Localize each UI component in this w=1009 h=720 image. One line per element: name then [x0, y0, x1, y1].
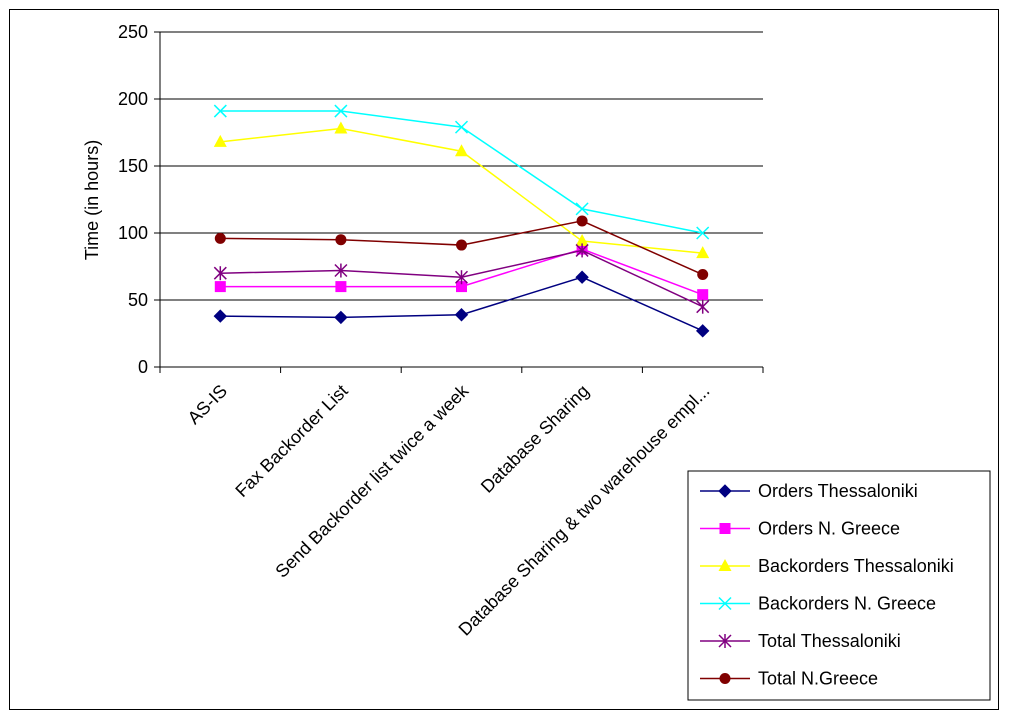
- chart-frame: 0 50 100 150 200 250 AS-IS Fax Backorder List Se…: [9, 9, 999, 710]
- x-tick-label: Fax Backorder List: [231, 381, 351, 501]
- data-point: [696, 299, 710, 314]
- x-tick-label: Database Sharing: [477, 381, 593, 497]
- axes: 0 50 100 150 200 250 AS-IS Fax Backorder ListSe…: [118, 22, 764, 640]
- series-backorders-n-greece: [213, 104, 710, 240]
- legend: Orders Thessaloniki Orders N. Greece Backo…: [687, 470, 991, 701]
- y-tick-label: 0: [138, 357, 148, 377]
- data-point: [214, 281, 226, 293]
- legend-label: Total Thessaloniki: [758, 631, 901, 651]
- y-tick-label: 150: [118, 156, 148, 176]
- gridlines: [160, 31, 763, 301]
- y-tick-label: 50: [128, 290, 148, 310]
- data-point: [456, 281, 467, 293]
- y-tick-label: 200: [118, 89, 148, 109]
- x-tick-label: Database Sharing & two warehouse empl...: [455, 381, 714, 640]
- legend-label: Backorders Thessaloniki: [758, 556, 954, 576]
- legend-label: Backorders N. Greece: [758, 594, 936, 614]
- line-chart: 0 50 100 150 200 250 AS-IS Fax Backorder ListSe…: [82, 22, 991, 701]
- y-tick-label: 250: [118, 22, 148, 42]
- data-point: [456, 239, 467, 251]
- data-point: [455, 144, 468, 157]
- data-point: [214, 232, 226, 244]
- data-point: [334, 121, 348, 134]
- data-point: [697, 289, 709, 301]
- data-point: [718, 596, 732, 611]
- x-tick-label: AS-IS: [184, 381, 231, 428]
- legend-item: Total Thessaloniki: [700, 631, 901, 651]
- data-point: [575, 234, 589, 247]
- series-total-n-greece: [214, 215, 709, 281]
- data-point: [334, 104, 348, 118]
- data-point: [335, 281, 347, 293]
- series-orders-thessaloniki: [213, 270, 710, 338]
- data-point: [213, 134, 227, 147]
- series-lines: [213, 104, 710, 338]
- data-point: [575, 243, 589, 258]
- series-total-thessaloniki: [213, 243, 710, 314]
- data-point: [454, 308, 469, 322]
- y-tick-label: 100: [118, 223, 148, 243]
- data-point: [695, 324, 710, 338]
- legend-item: Orders N. Greece: [700, 519, 900, 539]
- data-point: [719, 523, 731, 534]
- data-point: [696, 246, 710, 259]
- data-point: [576, 215, 588, 227]
- data-point: [334, 263, 348, 278]
- data-point: [696, 226, 710, 240]
- series-line: [220, 110, 703, 234]
- data-point: [454, 120, 469, 134]
- data-point: [575, 270, 589, 284]
- data-point: [697, 269, 709, 281]
- data-point: [335, 234, 347, 246]
- data-point: [718, 634, 732, 648]
- legend-item: Backorders N. Greece: [700, 594, 936, 614]
- legend-box: [687, 470, 991, 701]
- y-axis-title: Time (in hours): [82, 140, 102, 260]
- data-point: [334, 310, 348, 325]
- data-point: [718, 559, 732, 571]
- data-point: [454, 270, 469, 285]
- data-point: [575, 202, 589, 216]
- data-point: [213, 266, 227, 281]
- legend-item: Orders Thessaloniki: [700, 481, 918, 501]
- x-tick-label: Send Backorder list twice a week: [271, 380, 473, 582]
- series-backorders-thessaloniki: [213, 121, 710, 259]
- legend-label: Orders Thessaloniki: [758, 481, 918, 501]
- legend-item: Backorders Thessaloniki: [700, 556, 954, 576]
- legend-label: Orders N. Greece: [758, 519, 900, 539]
- data-point: [718, 484, 732, 498]
- legend-item: Total N.Greece: [700, 669, 878, 689]
- data-point: [213, 104, 227, 118]
- legend-label: Total N.Greece: [758, 669, 878, 689]
- data-point: [213, 309, 228, 323]
- data-point: [719, 673, 731, 684]
